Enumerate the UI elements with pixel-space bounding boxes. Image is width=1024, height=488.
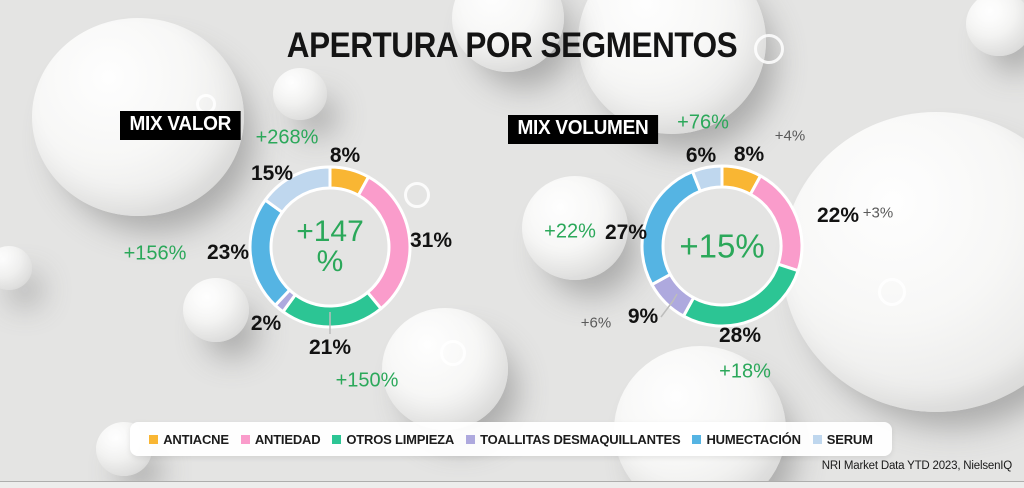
- bubble-decoration: [782, 112, 1024, 412]
- legend-label: SERUM: [826, 431, 873, 447]
- ring-decoration: [440, 340, 466, 366]
- data-source-note: NRI Market Data YTD 2023, NielsenIQ: [821, 460, 1012, 472]
- volumen-otros-limpieza-growth: +18%: [719, 360, 771, 383]
- humectacion-swatch: [692, 434, 702, 444]
- mix-volumen-center-growth: +15%: [679, 230, 764, 263]
- mix-volumen-donut-chart: [640, 164, 804, 328]
- legend-item-antiacne: ANTIACNE: [149, 432, 229, 447]
- center-growth-line: +147: [296, 215, 364, 248]
- volumen-otros-limpieza-share: 28%: [718, 324, 762, 347]
- legend-label: TOALLITAS DESMAQUILLANTES: [480, 431, 681, 447]
- ring-decoration: [404, 182, 430, 208]
- volumen-antiacne-share: 8%: [733, 143, 765, 166]
- toallitas-swatch: [466, 434, 476, 444]
- bubble-decoration: [382, 308, 508, 430]
- bubble-decoration: [273, 68, 327, 120]
- valor-otros-limpieza-share: 21%: [308, 336, 352, 359]
- valor-antiacne-share: 8%: [329, 144, 361, 167]
- volumen-toallitas-growth: +6%: [580, 314, 612, 332]
- legend-item-humectacion: HUMECTACIÓN: [692, 431, 801, 447]
- mix-valor-donut-chart: [248, 165, 412, 329]
- valor-humectacion-share: 23%: [206, 241, 250, 264]
- valor-antiedad-share: 31%: [409, 229, 453, 252]
- bubble-decoration: [183, 278, 249, 342]
- valor-toallitas-share: 2%: [250, 312, 282, 335]
- legend-label: ANTIACNE: [163, 431, 229, 447]
- valor-humectacion-growth: +156%: [123, 242, 187, 265]
- ring-decoration: [754, 34, 784, 64]
- bubble-decoration: [578, 0, 766, 134]
- volumen-antiacne-growth: +4%: [774, 127, 806, 145]
- page-title: APERTURA POR SEGMENTOS: [286, 26, 738, 65]
- legend-item-otros-limpieza: OTROS LIMPIEZA: [332, 432, 454, 447]
- serum-swatch: [812, 434, 822, 444]
- legend-label: HUMECTACIÓN: [706, 431, 801, 447]
- legend-item-toallitas: TOALLITAS DESMAQUILLANTES: [466, 431, 681, 447]
- mix-valor-center-growth: +147 %: [296, 217, 364, 277]
- volumen-humectacion-growth: +22%: [544, 220, 596, 243]
- valor-serum-share: 15%: [250, 162, 294, 185]
- valor-serum-growth: +268%: [255, 126, 319, 149]
- legend-item-antiedad: ANTIEDAD: [240, 431, 321, 447]
- volumen-antiedad-growth: +3%: [862, 204, 894, 222]
- bubble-decoration: [0, 246, 32, 290]
- bubble-decoration: [614, 346, 786, 488]
- center-growth-line: %: [316, 245, 344, 278]
- legend-label: ANTIEDAD: [254, 431, 321, 447]
- mix-volumen-tag: MIX VOLUMEN: [508, 115, 658, 144]
- bubble-decoration: [966, 0, 1024, 56]
- antiedad-swatch: [240, 434, 250, 444]
- volumen-serum-growth: +76%: [677, 111, 729, 134]
- legend-label: OTROS LIMPIEZA: [346, 431, 455, 447]
- bottom-bar: [0, 481, 1024, 488]
- volumen-antiedad-share: 22%: [816, 204, 860, 227]
- otros-limpieza-swatch: [332, 434, 342, 444]
- volumen-humectacion-share: 27%: [604, 221, 648, 244]
- valor-otros-limpieza-growth: +150%: [335, 369, 399, 392]
- ring-decoration: [878, 278, 906, 306]
- mix-valor-tag: MIX VALOR: [120, 111, 241, 140]
- bubble-decoration: [522, 176, 628, 280]
- antiacne-swatch: [149, 434, 159, 444]
- volumen-serum-share: 6%: [685, 144, 717, 167]
- volumen-toallitas-share: 9%: [627, 305, 659, 328]
- legend: ANTIACNE ANTIEDAD OTROS LIMPIEZA TOALLIT…: [130, 422, 892, 456]
- center-growth-line: +15%: [679, 227, 765, 265]
- legend-item-serum: SERUM: [812, 431, 873, 447]
